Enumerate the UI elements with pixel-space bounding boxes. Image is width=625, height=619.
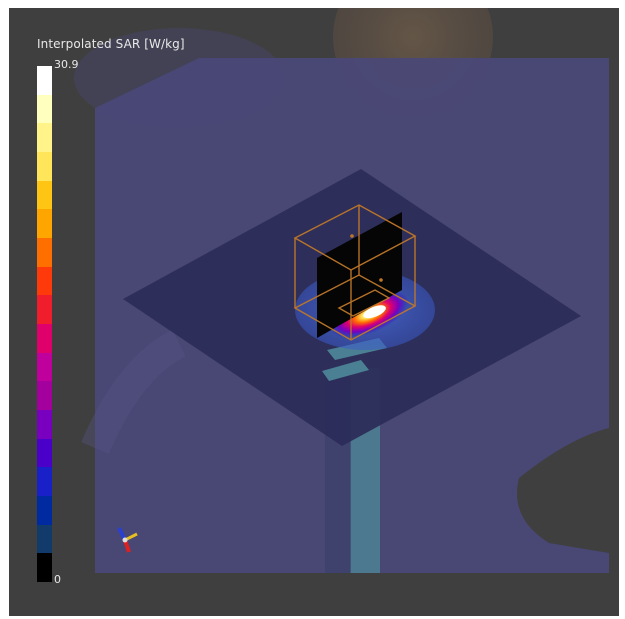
colorbar-segment: [37, 553, 52, 583]
simulation-scene: [74, 8, 609, 573]
colorbar-segment: [37, 66, 52, 95]
colorbar-segment: [37, 180, 52, 210]
colorbar-segment: [37, 467, 52, 497]
colorbar-min-label: 0: [54, 573, 61, 586]
colorbar-segment: [37, 266, 52, 296]
colorbar-title: Interpolated SAR [W/kg]: [37, 37, 185, 51]
colorbar-segment: [37, 238, 52, 267]
colorbar-segment: [37, 209, 52, 239]
bounding-box: [293, 204, 417, 341]
phantom-curve: [81, 329, 187, 454]
colorbar-segment: [37, 152, 52, 181]
colorbar-segment: [37, 438, 52, 468]
colorbar-segment: [37, 123, 52, 153]
feed-connector-lower: [322, 360, 369, 381]
colorbar-segment: [37, 352, 52, 382]
colorbar-segment: [37, 381, 52, 411]
colorbar-segment: [37, 94, 52, 124]
sar-hotspot: [329, 290, 409, 338]
colorbar-segment: [37, 496, 52, 525]
marker-dot: [379, 278, 383, 282]
3d-viewport[interactable]: Interpolated SAR [W/kg] 30.9 0: [9, 8, 619, 616]
colorbar-segment: [37, 324, 52, 353]
colorbar-max-label: 30.9: [54, 58, 79, 71]
colorbar-segment: [37, 410, 52, 439]
sar-colorbar: [37, 66, 52, 583]
orientation-axes-icon[interactable]: [117, 527, 138, 553]
colorbar-segment: [37, 524, 52, 554]
marker-dot: [350, 234, 354, 238]
colorbar-segment: [37, 295, 52, 325]
